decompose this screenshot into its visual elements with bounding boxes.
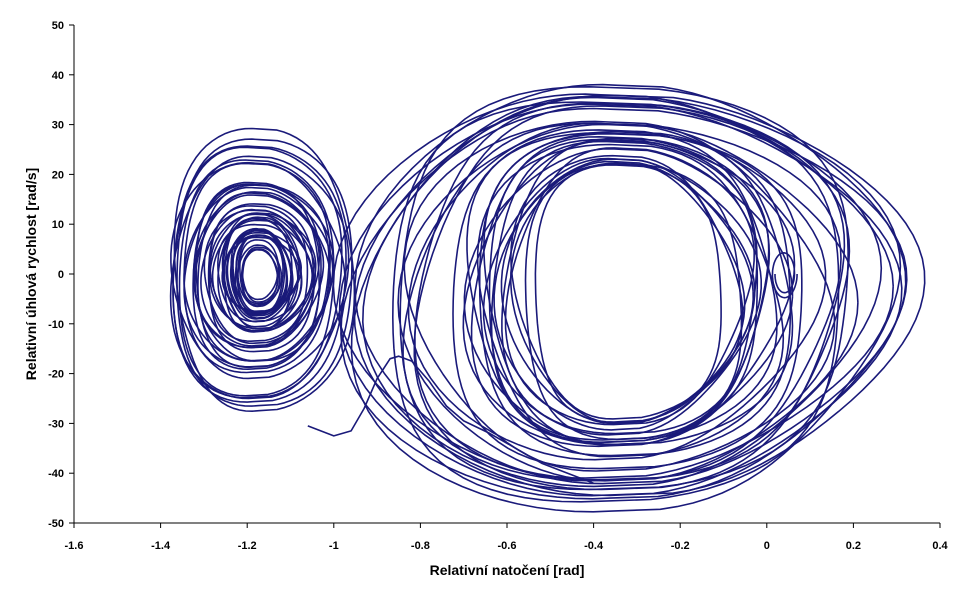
axis-ticks: -1.6 -1.4 -1.2 -1 -0.8 -0.6 -0.4 -0.2 0 0.2 0.4 50 4… <box>48 20 948 552</box>
y-tick-label: 20 <box>52 169 64 181</box>
left-attractor-orbit <box>194 192 320 348</box>
y-tick-label: -10 <box>48 319 64 331</box>
transition-curve <box>307 355 594 484</box>
right-attractor-orbit <box>524 163 743 441</box>
right-attractor-orbit <box>414 102 846 481</box>
small-loop-orbit <box>771 252 798 299</box>
left-core-orbit <box>240 249 279 301</box>
x-tick-label: -1.4 <box>151 540 171 552</box>
right-attractor-orbit <box>338 103 903 497</box>
x-tick-label: -0.2 <box>671 540 690 552</box>
right-attractor-orbit <box>504 147 755 426</box>
y-tick-label: 0 <box>58 269 64 281</box>
trajectory-curve <box>169 83 926 513</box>
left-core-orbit <box>234 234 284 315</box>
left-core-orbit <box>217 212 300 333</box>
right-attractor-orbit <box>501 137 770 435</box>
right-attractor-orbit <box>482 157 762 436</box>
left-attractor-orbit <box>200 208 317 347</box>
right-attractor-orbit <box>402 122 842 482</box>
x-tick-label: -0.6 <box>498 540 517 552</box>
y-tick-label: -50 <box>48 518 64 530</box>
right-attractor-orbit <box>350 95 902 513</box>
x-tick-label: -1.6 <box>65 540 84 552</box>
x-tick-label: -1.2 <box>238 540 257 552</box>
left-attractor-orbit <box>172 145 347 403</box>
left-attractor-orbit <box>173 127 356 412</box>
x-tick-label: -1 <box>329 540 339 552</box>
left-attractor-orbit <box>183 186 334 362</box>
right-attractor-orbit <box>362 96 883 488</box>
x-tick-label: -0.8 <box>411 540 430 552</box>
left-core-orbit <box>239 239 281 306</box>
right-attractor-orbit <box>534 164 722 423</box>
right-attractor-orbit <box>476 143 785 458</box>
left-attractor-orbit <box>211 219 313 332</box>
right-attractor-orbit <box>466 129 778 444</box>
right-attractor-orbit <box>452 132 803 470</box>
y-tick-label: 30 <box>52 120 64 132</box>
left-core-orbit <box>226 227 293 320</box>
right-attractor-orbit <box>413 105 851 491</box>
x-tick-label: -0.4 <box>584 540 604 552</box>
y-tick-label: 40 <box>52 70 64 82</box>
right-attractor-orbit <box>490 140 758 444</box>
y-tick-label: -30 <box>48 418 64 430</box>
y-tick-label: -20 <box>48 369 64 381</box>
x-axis-title: Relativní natočení [rad] <box>430 562 585 578</box>
right-attractor-orbit <box>462 139 796 446</box>
left-attractor-orbit <box>178 159 335 397</box>
y-axis-title: Relativní úhlová rychlost [rad/s] <box>23 168 39 380</box>
right-attractor-orbit <box>478 133 792 457</box>
x-tick-label: 0.4 <box>932 540 948 552</box>
right-attractor-orbit <box>470 136 771 448</box>
x-tick-label: 0.2 <box>846 540 861 552</box>
left-attractor-orbit <box>170 161 346 380</box>
left-core-orbit <box>222 216 303 330</box>
left-attractor-orbit <box>176 138 353 407</box>
right-attractor-orbit <box>340 107 908 500</box>
right-attractor-orbit <box>483 130 794 446</box>
right-attractor-orbit <box>354 83 907 485</box>
left-attractor-orbit <box>193 194 325 349</box>
x-tick-label: 0 <box>764 540 770 552</box>
y-tick-label: 50 <box>52 20 64 32</box>
right-attractor-orbit <box>399 86 849 491</box>
y-tick-label: -40 <box>48 468 64 480</box>
left-attractor-orbit <box>209 213 314 333</box>
left-attractor-orbit <box>207 205 309 342</box>
right-attractor-orbit <box>500 158 754 425</box>
y-tick-label: 10 <box>52 219 64 231</box>
